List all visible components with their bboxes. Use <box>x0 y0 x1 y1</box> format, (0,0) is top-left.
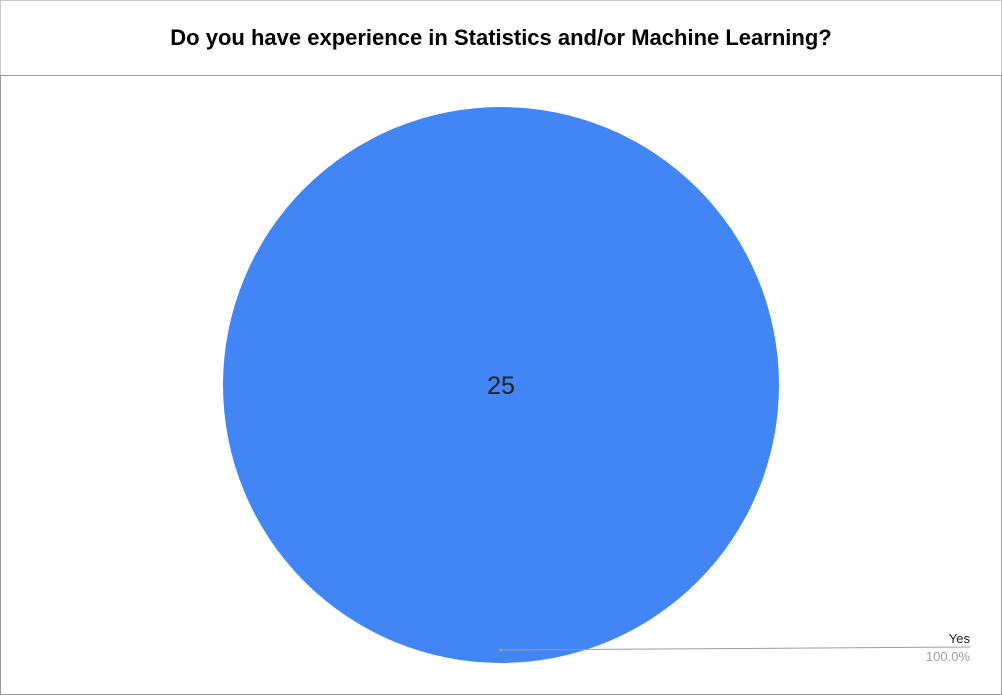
legend-label: Yes <box>949 631 971 646</box>
slice-value-label: 25 <box>487 372 515 400</box>
legend-percent: 100.0% <box>926 649 971 664</box>
chart-title-bar: Do you have experience in Statistics and… <box>0 0 1002 76</box>
chart-title: Do you have experience in Statistics and… <box>170 25 832 50</box>
pie-slice-yes <box>223 107 779 663</box>
callout-line <box>500 646 971 651</box>
callout-dot <box>499 648 503 652</box>
